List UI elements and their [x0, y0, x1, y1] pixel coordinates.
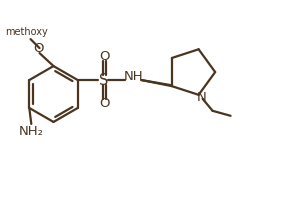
Text: O: O	[99, 98, 110, 110]
Text: methoxy: methoxy	[5, 27, 48, 37]
Text: O: O	[99, 50, 110, 63]
Text: NH₂: NH₂	[19, 125, 44, 138]
Text: S: S	[99, 73, 108, 87]
Text: NH: NH	[124, 69, 143, 83]
Text: O: O	[33, 42, 44, 55]
Text: N: N	[197, 91, 206, 104]
